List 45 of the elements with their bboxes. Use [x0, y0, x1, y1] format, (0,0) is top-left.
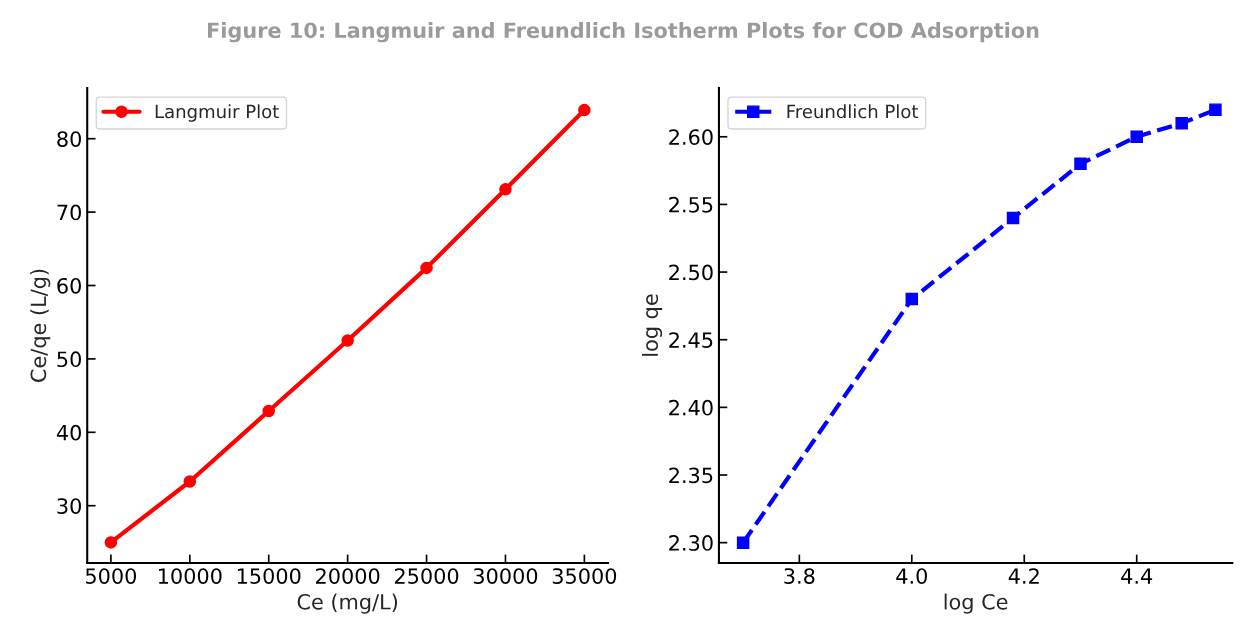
y-tick-label: 2.30 [669, 535, 713, 551]
y-tick-label: 2.45 [669, 332, 713, 348]
point [420, 261, 433, 275]
y-tick-label: 2.35 [669, 467, 713, 484]
y-tick-label: 2.40 [669, 399, 713, 416]
x-tick-label: 30000 [473, 568, 538, 584]
point [1175, 116, 1188, 130]
x-tick-label: 4.2 [1008, 568, 1039, 584]
point [1130, 130, 1143, 144]
chart-title: Figure 10: Langmuir and Freundlich Isotherm Plots for COD Adsorption [207, 22, 1039, 43]
y-axis-title: Ce/qe (L/g) [30, 269, 51, 382]
y-tick-label: 2.50 [669, 264, 713, 281]
y-tick-label: 2.60 [669, 129, 713, 145]
y-tick-label: 50 [57, 351, 81, 368]
x-tick-label: 4.0 [896, 568, 927, 584]
y-tick-label: 60 [57, 277, 81, 294]
y-tick-label: 30 [57, 498, 81, 514]
x-tick-label: 25000 [394, 568, 459, 584]
point [1209, 103, 1222, 116]
x-tick-label: 4.4 [1121, 568, 1153, 584]
x-tick-label: 20000 [316, 568, 380, 584]
y-tick-label: 40 [56, 424, 81, 441]
point [341, 334, 354, 347]
point [104, 536, 118, 549]
point [736, 536, 750, 549]
point [1074, 157, 1087, 171]
y-axis-title: log qe [641, 294, 663, 356]
point [183, 475, 197, 488]
legend-label: Freundlich Plot [787, 104, 919, 119]
x-axis-title: Ce (mg/L) [297, 593, 398, 614]
point [578, 103, 591, 117]
x-tick-label: 35000 [552, 568, 617, 584]
x-tick-label: 10000 [158, 568, 222, 584]
x-tick-label: 3.8 [784, 568, 815, 584]
x-axis-title: log Ce [944, 593, 1008, 614]
y-tick-label: 80 [57, 131, 81, 147]
point [905, 292, 919, 306]
x-tick-label: 15000 [237, 568, 301, 584]
x-tick-label: 5000 [85, 568, 137, 584]
point [1006, 211, 1020, 225]
legend-label: Langmuir Plot [155, 104, 279, 122]
y-tick-label: 2.55 [669, 196, 713, 213]
point [499, 183, 512, 196]
y-tick-label: 70 [57, 204, 81, 221]
point [262, 404, 275, 418]
